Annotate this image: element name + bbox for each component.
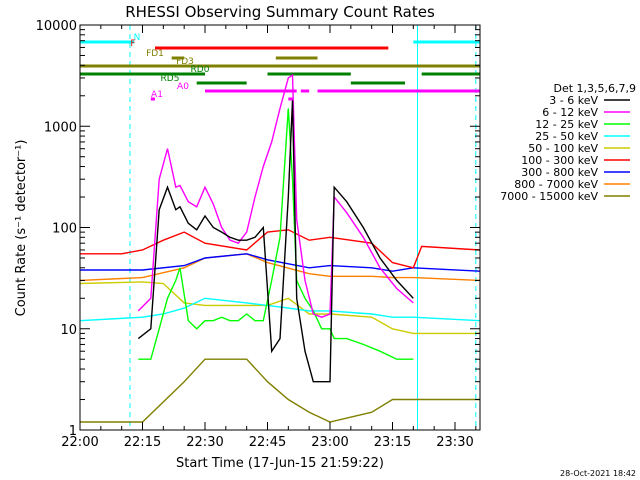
render-timestamp: 28-Oct-2021 18:42	[560, 469, 636, 478]
legend-label-8: 7000 - 15000 keV	[500, 190, 598, 203]
y-tick-label-0: 1	[69, 424, 77, 439]
legend-title: Det 1,3,5,6,7,9	[553, 82, 636, 95]
y-axis-label: Count Rate (s⁻¹ detector⁻¹)	[14, 140, 29, 317]
x-tick-label-5: 23:15	[374, 435, 411, 450]
y-tick-label-1: 10	[60, 323, 77, 338]
series-line-7000-15000-kev	[80, 358, 480, 423]
y-tick-label-2: 100	[52, 222, 77, 237]
flag-label-rd5: RD5	[161, 74, 180, 84]
x-tick-label-4: 23:00	[311, 435, 348, 450]
flag-label-f: F	[130, 39, 135, 49]
flag-label-fd3: FD3	[176, 57, 194, 67]
flag-label-a0: A0	[177, 82, 189, 92]
x-tick-label-1: 22:15	[124, 435, 161, 450]
series-line-100-300-kev	[80, 229, 481, 269]
series-line-3-6-kev	[137, 100, 414, 383]
x-tick-label-3: 22:45	[249, 435, 286, 450]
flag-label-fd1: FD1	[146, 49, 164, 59]
series-line-25-50-kev	[79, 297, 481, 322]
series-line-12-25-kev	[138, 108, 414, 360]
chart-title: RHESSI Observing Summary Count Rates	[125, 3, 435, 21]
y-tick-label-4: 10000	[36, 19, 77, 34]
legend-label-3: 25 - 50 keV	[535, 130, 598, 143]
flag-label-a1: A1	[151, 90, 163, 100]
legend-label-5: 100 - 300 keV	[521, 154, 598, 167]
x-tick-label-2: 22:30	[186, 435, 223, 450]
flag-label-rd0: RD0	[191, 65, 210, 75]
legend-label-6: 300 - 800 keV	[521, 166, 598, 179]
series-line-800-7000-kev	[79, 253, 481, 282]
series-line-300-800-kev	[80, 253, 481, 272]
legend-label-0: 3 - 6 keV	[549, 94, 598, 107]
legend-label-4: 50 - 100 keV	[528, 142, 598, 155]
y-tick-label-3: 1000	[44, 120, 77, 135]
x-tick-label-0: 22:00	[61, 435, 98, 450]
flag-label-n: N	[134, 33, 141, 43]
series-line-50-100-kev	[79, 281, 480, 335]
series-line-6-12-kev	[137, 73, 414, 318]
legend-label-7: 800 - 7000 keV	[514, 178, 598, 191]
x-tick-label-6: 23:30	[436, 435, 473, 450]
legend-label-2: 12 - 25 keV	[535, 118, 598, 131]
x-axis-label: Start Time (17-Jun-15 21:59:22)	[176, 456, 384, 471]
legend-label-1: 6 - 12 keV	[542, 106, 598, 119]
